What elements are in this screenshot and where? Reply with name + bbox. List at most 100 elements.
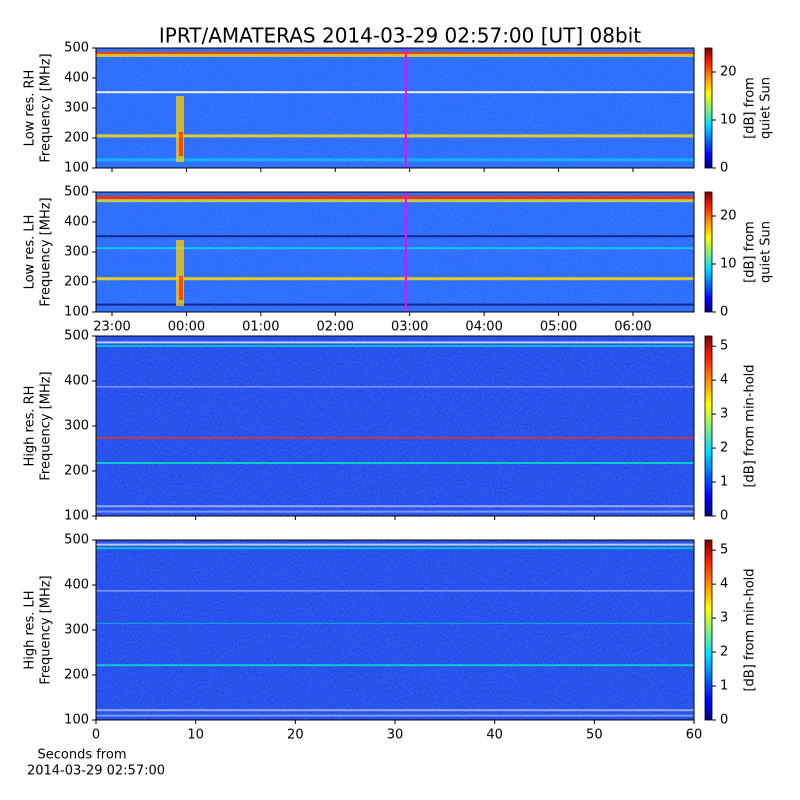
x-tick-label: 20 — [287, 728, 304, 743]
x-tick-label: 50 — [586, 728, 603, 743]
x-axis-label: Seconds from — [37, 748, 126, 763]
burst — [176, 240, 184, 306]
y-tick-label: 500 — [64, 41, 89, 56]
emission-band — [96, 622, 694, 624]
colorbar-label: [dB] from min-hold — [743, 568, 758, 691]
colorbar-tick-label: 2 — [720, 441, 728, 456]
colorbar-tick-label: 2 — [720, 645, 728, 660]
emission-band — [96, 714, 694, 717]
x-tick-label: 10 — [187, 728, 204, 743]
y-tick-label: 400 — [64, 71, 89, 86]
colorbar-label: [dB] from — [743, 221, 758, 283]
y-tick-label: 400 — [64, 578, 89, 593]
x-tick-label: 60 — [686, 728, 703, 743]
emission-band — [96, 199, 694, 203]
colorbar-label: quiet Sun — [759, 77, 774, 139]
y-tick-label: 100 — [64, 509, 89, 524]
burst-core — [179, 132, 183, 156]
chart-title: IPRT/AMATERAS 2014-03-29 02:57:00 [UT] 0… — [159, 24, 641, 48]
emission-band — [96, 386, 694, 388]
x-tick-label: 06:00 — [614, 320, 651, 335]
colorbar-tick-label: 4 — [720, 577, 728, 592]
emission-band — [96, 303, 694, 306]
emission-band — [96, 247, 694, 250]
y-tick-label: 200 — [64, 464, 89, 479]
y-axis-label: Frequency [MHz] — [39, 197, 54, 306]
spectrogram-noise — [96, 48, 694, 168]
colorbar-tick-label: 3 — [720, 407, 728, 422]
colorbar-tick-label: 0 — [720, 305, 728, 320]
emission-band — [96, 195, 694, 200]
x-tick-label: 03:00 — [391, 320, 428, 335]
y-tick-label: 300 — [64, 101, 89, 116]
x-tick-label: 01:00 — [242, 320, 279, 335]
y-tick-label: 100 — [64, 305, 89, 320]
emission-band — [96, 664, 694, 667]
y-tick-label: 300 — [64, 623, 89, 638]
x-tick-label: 04:00 — [465, 320, 502, 335]
colorbar-tick-label: 10 — [720, 257, 737, 272]
spectrogram-noise — [96, 192, 694, 312]
colorbar-tick-label: 0 — [720, 509, 728, 524]
x-tick-label: 05:00 — [540, 320, 577, 335]
colorbar-tick-label: 3 — [720, 611, 728, 626]
emission-band — [96, 341, 694, 344]
y-axis-label: Low res. RH — [23, 70, 38, 147]
x-tick-label: 02:00 — [317, 320, 354, 335]
y-axis-label: High res. LH — [23, 590, 38, 669]
emission-band — [96, 277, 694, 281]
y-axis-label: High res. RH — [23, 386, 38, 467]
y-tick-label: 100 — [64, 161, 89, 176]
emission-band — [96, 543, 694, 546]
colorbar-tick-label: 10 — [720, 113, 737, 128]
emission-band — [96, 345, 694, 347]
emission-band — [96, 91, 694, 94]
y-tick-label: 400 — [64, 374, 89, 389]
y-tick-label: 200 — [64, 668, 89, 683]
y-tick-label: 500 — [64, 185, 89, 200]
emission-band — [96, 51, 694, 56]
colorbar-tick-label: 1 — [720, 679, 728, 694]
colorbar-tick-label: 0 — [720, 161, 728, 176]
y-axis-label: Frequency [MHz] — [39, 53, 54, 162]
y-tick-label: 500 — [64, 533, 89, 548]
x-tick-label: 23:00 — [93, 320, 130, 335]
emission-band — [96, 709, 694, 712]
y-tick-label: 500 — [64, 329, 89, 344]
burst-core — [179, 276, 183, 300]
y-axis-label: Low res. LH — [23, 215, 38, 290]
emission-band — [96, 505, 694, 508]
emission-band — [96, 134, 694, 138]
colorbar-label: [dB] from min-hold — [743, 364, 758, 487]
emission-band — [96, 590, 694, 592]
y-axis-label: Frequency [MHz] — [39, 371, 54, 480]
colorbar-tick-label: 1 — [720, 475, 728, 490]
spectrogram-noise — [96, 336, 694, 516]
x-tick-label: 40 — [486, 728, 503, 743]
y-tick-label: 300 — [64, 419, 89, 434]
y-tick-label: 300 — [64, 245, 89, 260]
emission-band — [96, 436, 694, 439]
colorbar — [704, 539, 713, 721]
x-tick-label: 00:00 — [168, 320, 205, 335]
x-axis-label: 2014-03-29 02:57:00 — [27, 764, 165, 779]
emission-band — [96, 158, 694, 162]
colorbar-label: quiet Sun — [759, 221, 774, 283]
spectrogram-noise — [96, 540, 694, 720]
colorbar-tick-label: 20 — [720, 209, 737, 224]
burst — [176, 96, 184, 162]
colorbar-label: [dB] from — [743, 77, 758, 139]
emission-band — [96, 462, 694, 464]
colorbar-tick-label: 5 — [720, 339, 728, 354]
x-tick-label: 0 — [92, 728, 100, 743]
colorbar-tick-label: 5 — [720, 543, 728, 558]
colorbar — [704, 335, 713, 517]
x-tick-label: 30 — [387, 728, 404, 743]
emission-band — [96, 547, 694, 550]
colorbar — [704, 191, 713, 313]
emission-band — [96, 54, 694, 57]
colorbar-tick-label: 20 — [720, 65, 737, 80]
colorbar-tick-label: 4 — [720, 373, 728, 388]
y-tick-label: 400 — [64, 215, 89, 230]
